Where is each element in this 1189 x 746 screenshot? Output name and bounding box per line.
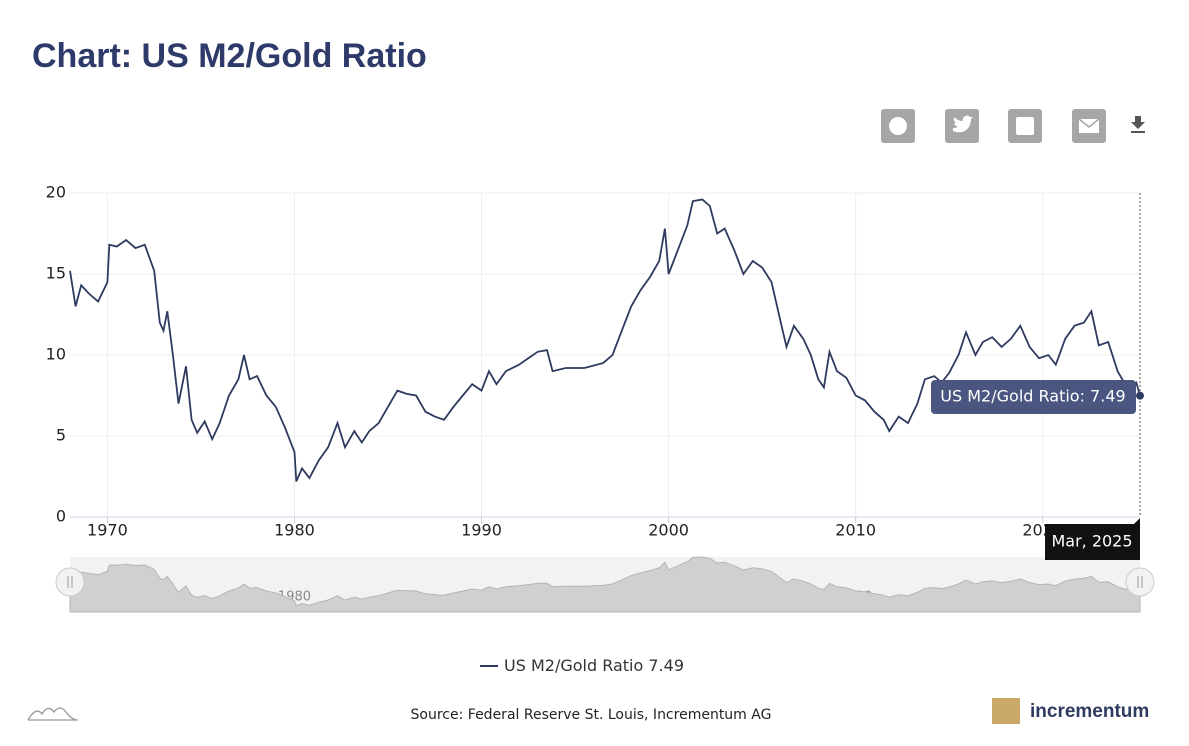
y-tick-label: 15 bbox=[46, 264, 66, 283]
x-tick-label: 1970 bbox=[87, 521, 128, 540]
date-label-box bbox=[1045, 524, 1140, 560]
download-button[interactable] bbox=[1131, 116, 1145, 133]
legend-item[interactable]: US M2/Gold Ratio 7.49 bbox=[504, 656, 684, 675]
navigator-handle[interactable] bbox=[55, 567, 85, 597]
brand-logo: incrementum bbox=[992, 698, 1149, 724]
navigator-area bbox=[69, 556, 1141, 613]
series-line bbox=[69, 198, 1141, 482]
legend-value: 7.49 bbox=[648, 656, 684, 675]
x-tick-label: 2000 bbox=[648, 521, 689, 540]
email-flap bbox=[1078, 118, 1100, 128]
navigator-handle[interactable] bbox=[1125, 567, 1155, 597]
brand-name: incrementum bbox=[1030, 701, 1149, 722]
x-tick-label: 1990 bbox=[461, 521, 502, 540]
date-label-pointer bbox=[1134, 518, 1140, 524]
legend-name: US M2/Gold Ratio bbox=[504, 656, 643, 675]
linkedin-icon bbox=[1016, 117, 1034, 135]
x-tick-label: 1980 bbox=[274, 521, 315, 540]
y-tick-label: 10 bbox=[46, 345, 66, 364]
legend: US M2/Gold Ratio 7.49 bbox=[480, 656, 684, 675]
tooltip-text: US M2/Gold Ratio: 7.49 bbox=[940, 387, 1125, 406]
x-tick-label: 2010 bbox=[835, 521, 876, 540]
y-tick-label: 5 bbox=[56, 426, 66, 445]
twitter-icon bbox=[953, 115, 973, 133]
tooltip-box bbox=[931, 380, 1136, 414]
y-tick-label: 0 bbox=[56, 507, 66, 526]
facebook-icon bbox=[889, 117, 907, 135]
brand-icon bbox=[992, 698, 1020, 724]
plot: 0510152019701970198019801990199020002000… bbox=[46, 183, 1155, 613]
site-logo bbox=[27, 707, 78, 721]
y-tick-label: 20 bbox=[46, 183, 66, 202]
source: Source: Federal Reserve St. Louis, Incre… bbox=[411, 707, 772, 723]
handle-grip bbox=[1137, 576, 1143, 588]
point-marker bbox=[1136, 391, 1144, 400]
chart-title: Chart: US M2/Gold Ratio bbox=[32, 37, 427, 75]
share-buttons bbox=[881, 109, 1145, 143]
handle-grip bbox=[67, 576, 73, 588]
date-label: Mar, 2025 bbox=[1051, 532, 1132, 551]
